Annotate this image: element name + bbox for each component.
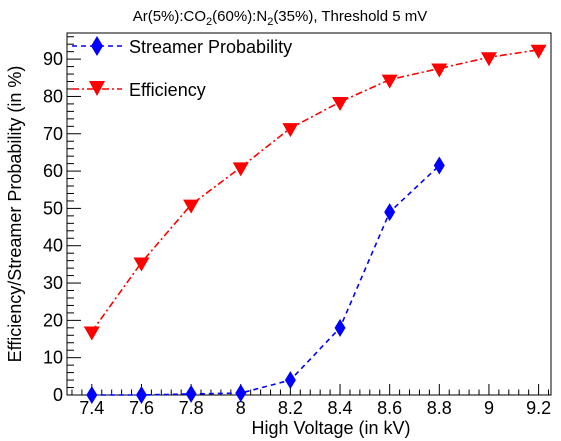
streamer-point: [334, 318, 346, 337]
streamer-point: [384, 203, 396, 222]
y-axis-ticks: [67, 36, 81, 396]
x-tick-label: 9: [484, 398, 494, 418]
legend: Streamer Probability Efficiency: [72, 36, 292, 100]
legend-item-streamer-probability: Streamer Probability: [72, 36, 292, 57]
x-tick-label: 8.4: [328, 398, 353, 418]
x-tick-label: 7.6: [129, 398, 154, 418]
streamer-point: [235, 384, 247, 403]
y-tick-label: 80: [43, 86, 63, 106]
x-tick-label: 8: [236, 398, 246, 418]
x-axis-tick-labels: 7.4 7.6 7.8 8 8.2 8.4 8.6 8.8 9 9.2: [79, 398, 551, 418]
x-tick-label: 8.6: [377, 398, 402, 418]
y-tick-label: 90: [43, 49, 63, 69]
chart-title: Ar(5%):CO2(60%):N2(35%), Threshold 5 mV: [133, 8, 428, 28]
series-layer: [83, 44, 547, 404]
legend-streamer-diamond-marker: [91, 36, 103, 56]
efficiency-point: [381, 74, 398, 89]
efficiency-point: [480, 52, 497, 67]
legend-streamer-label: Streamer Probability: [129, 37, 292, 57]
y-tick-label: 20: [43, 310, 63, 330]
series-1-line: [91, 49, 539, 333]
streamer-point: [185, 384, 197, 403]
y-tick-label: 50: [43, 198, 63, 218]
efficiency-point: [530, 44, 547, 59]
efficiency-point: [431, 63, 448, 78]
efficiency-point: [183, 199, 200, 214]
legend-item-efficiency: Efficiency: [72, 80, 206, 100]
efficiency-point: [133, 257, 150, 272]
plot-frame: [66, 32, 552, 396]
legend-efficiency-triangle-marker: [89, 81, 105, 96]
series-0-line: [91, 164, 440, 396]
efficiency-point: [83, 326, 100, 341]
streamer-point: [135, 386, 147, 404]
efficiency-point: [282, 123, 299, 138]
x-axis-label: High Voltage (in kV): [251, 418, 410, 438]
efficiency-point: [232, 162, 249, 177]
x-tick-label: 7.4: [79, 398, 104, 418]
y-tick-label: 0: [53, 385, 63, 405]
x-tick-label: 8.2: [278, 398, 303, 418]
streamer-point: [284, 371, 296, 390]
y-tick-label: 30: [43, 273, 63, 293]
x-tick-label: 7.8: [179, 398, 204, 418]
streamer-point: [433, 156, 445, 175]
x-tick-label: 8.8: [427, 398, 452, 418]
y-axis-tick-labels: 0 10 20 30 40 50 60 70 80 90: [43, 49, 63, 405]
x-tick-label: 9.2: [526, 398, 551, 418]
y-tick-label: 60: [43, 161, 63, 181]
y-tick-label: 70: [43, 124, 63, 144]
y-axis-label: Efficiency/Streamer Probability (in %): [5, 66, 25, 363]
legend-efficiency-label: Efficiency: [129, 80, 206, 100]
streamer-point: [86, 386, 98, 404]
y-tick-label: 10: [43, 348, 63, 368]
efficiency-point: [332, 97, 349, 112]
y-tick-label: 40: [43, 236, 63, 256]
